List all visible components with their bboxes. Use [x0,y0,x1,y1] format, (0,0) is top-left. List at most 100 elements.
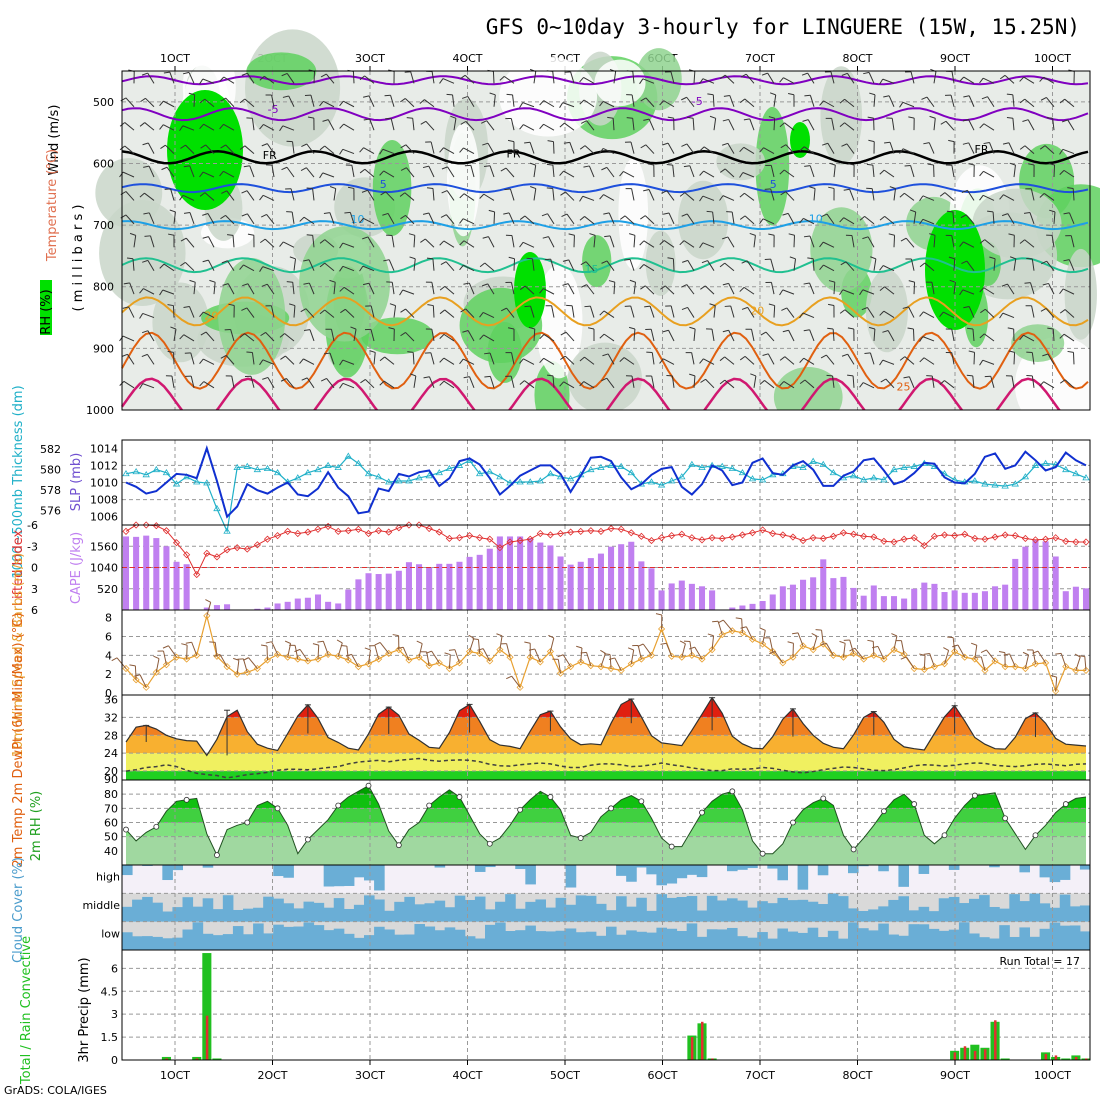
upper-wind-barb-flag [1028,163,1035,166]
upper-wind-barb [645,97,655,108]
upper-wind-barb [323,100,335,108]
wind-barb-10m [741,618,743,633]
upper-wind-barb [333,188,337,201]
upper-wind-barb [633,235,636,248]
wind-barb-10m [351,654,359,667]
wind-speed-marker [799,642,807,650]
upper-wind-barb [552,165,555,178]
cloud-low-bar [817,937,829,950]
upper-wind-barb-flag [319,145,326,151]
cloud-low-bar [485,924,496,950]
thickness-marker [587,465,595,473]
upper-wind-barb-flag [199,78,204,85]
temp-line [125,696,1087,757]
cape-bar [284,601,291,610]
cloud-low-bar [948,929,960,950]
upper-wind-barb [263,124,275,131]
upper-wind-barb [693,71,696,84]
upper-wind-barb [513,258,516,271]
wind-barb-10m-flag [364,647,371,651]
thickness-marker [304,468,312,476]
upper-wind-barb-flag [279,241,284,247]
upper-wind-barb-flag [379,170,385,176]
upper-wind-barb-flag [768,116,775,119]
top-date-label: 7OCT [745,52,775,65]
lifted-marker [910,534,918,542]
upper-wind-barb [1044,145,1055,154]
upper-wind-barb-flag [699,195,704,202]
wind-speed-marker [496,646,504,654]
upper-wind-barb [984,333,995,342]
upper-wind-barb-flag [799,357,805,363]
cape-bar [173,561,180,610]
upper-wind-barb [972,328,975,342]
upper-wind-barb [430,141,435,154]
upper-wind-barb [902,148,915,155]
upper-wind-barb-flag [1024,282,1031,284]
upper-wind-barb [552,71,555,84]
cloud-middle-bar [525,901,536,922]
lifted-marker [678,530,686,538]
wind-speed-marker [183,655,191,663]
upper-wind-barb [564,355,575,365]
upper-wind-barb [413,258,416,271]
upper-wind-barb-flag [740,73,747,78]
ylabel-precip-left: Total / Rain Convective [19,936,34,1085]
upper-wind-barb-flag [329,186,336,190]
upper-wind-barb-flag [599,101,604,107]
upper-wind-barb [463,147,475,155]
cloud-low-bar [747,937,758,950]
bottom-date-label: 9OCT [940,1069,970,1082]
upper-wind-barb [728,283,735,295]
upper-wind-barb [724,262,735,272]
upper-wind-barb [493,94,496,107]
upper-wind-barb-flag [519,102,524,108]
upper-wind-barb [225,215,235,225]
upper-wind-barb-flag [560,331,567,336]
lifted-marker [476,534,484,542]
cape-bar [395,570,402,610]
upper-wind-barb-flag [759,380,765,385]
cloud-low-bar [303,922,315,950]
upper-wind-barb-flag [1040,308,1047,312]
upper-wind-barb [447,166,455,178]
upper-wind-barb [344,308,355,318]
isotherm-minus5-top [121,75,1089,86]
upper-wind-barb-flag [489,92,496,96]
cape-bar [860,595,867,610]
cape-bar [1072,586,1079,610]
cloud-middle-bar [676,896,688,922]
upper-wind-barb [707,260,715,271]
upper-wind-barb [204,192,215,201]
wind-barb-10m-flag [205,599,211,603]
cloud-low-bar [958,922,970,950]
upper-wind-barb [522,102,535,108]
wind-barb-10m-flag [111,657,118,662]
upper-wind-barb [493,211,496,224]
wind-barb-10m-flag [425,650,432,654]
bottom-date-label: 2OCT [257,1069,287,1082]
upper-wind-barb [585,261,595,272]
upper-wind-barb [1051,235,1055,248]
wind-barb-10m [900,640,905,655]
upper-wind-barb [952,211,955,224]
cloud-middle-bar [646,910,657,922]
upper-wind-barb-flag [639,264,645,270]
upper-wind-barb-flag [519,358,524,364]
upper-wind-barb [533,71,537,84]
upper-wind-barb-flag [599,194,604,200]
upper-wind-barb-flag [699,242,704,249]
upper-wind-barb-flag [884,141,891,144]
upper-wind-barb [444,309,455,318]
cape-bar [133,536,140,610]
lifted-marker [496,544,504,552]
cape-bar [1042,541,1049,610]
upper-wind-barb-flag [410,373,417,377]
lifted-marker [961,530,969,538]
upper-wind-barb [787,213,795,225]
upper-wind-barb-flag [1008,350,1015,353]
upper-wind-barb [845,261,855,272]
upper-wind-barb [208,236,215,248]
upper-wind-barb [830,71,835,84]
upper-wind-barb-flag [639,78,644,85]
